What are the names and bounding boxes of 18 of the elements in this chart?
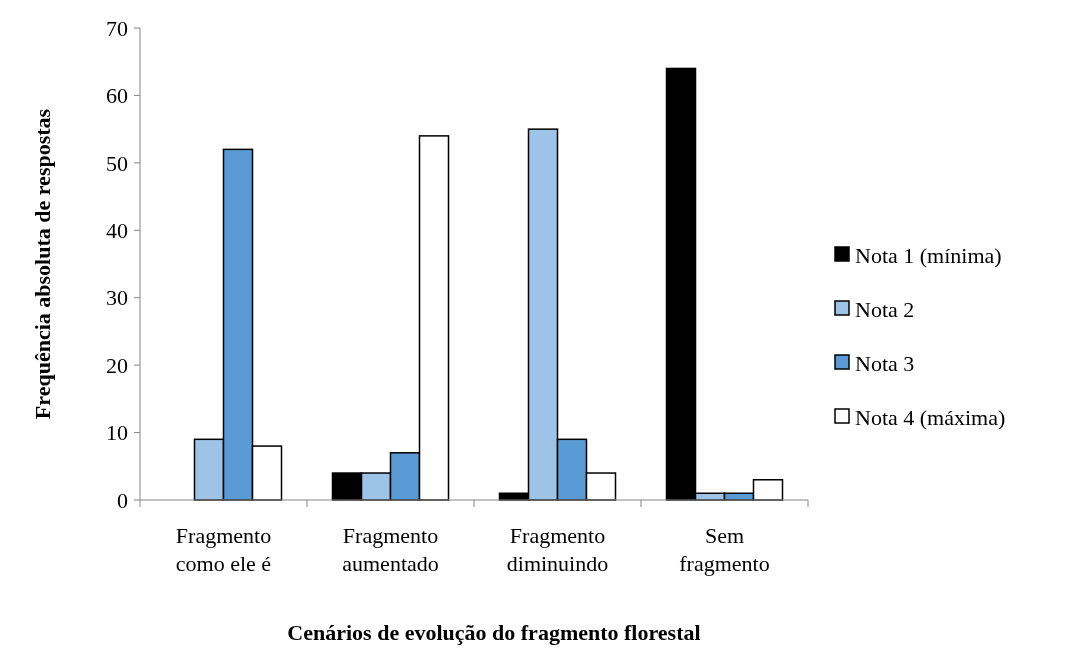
legend-label: Nota 2 xyxy=(855,296,915,322)
y-tick-label: 0 xyxy=(117,487,128,513)
x-tick-label: Fragmento como ele é xyxy=(175,523,272,576)
y-tick-label: 20 xyxy=(106,352,128,378)
legend-label: Nota 3 xyxy=(855,350,915,376)
legend-label: Nota 4 (máxima) xyxy=(855,404,1006,430)
y-tick-label: 10 xyxy=(106,420,128,446)
y-tick-label: 40 xyxy=(106,217,128,243)
x-tick-label: Sem fragmento xyxy=(679,523,770,576)
y-axis-title: Frequência absoluta de respostas xyxy=(30,108,55,420)
y-tick-label: 30 xyxy=(106,285,128,311)
y-tick-label: 60 xyxy=(106,83,128,109)
y-tick-label: 70 xyxy=(106,15,128,41)
legend-label: Nota 1 (mínima) xyxy=(855,242,1002,268)
x-tick-label: Fragmento aumentado xyxy=(342,523,439,576)
x-axis-title: Cenários de evolução do fragmento florestal xyxy=(287,620,701,645)
x-tick-label: Fragmento diminuindo xyxy=(506,523,609,576)
y-tick-label: 50 xyxy=(106,150,128,176)
